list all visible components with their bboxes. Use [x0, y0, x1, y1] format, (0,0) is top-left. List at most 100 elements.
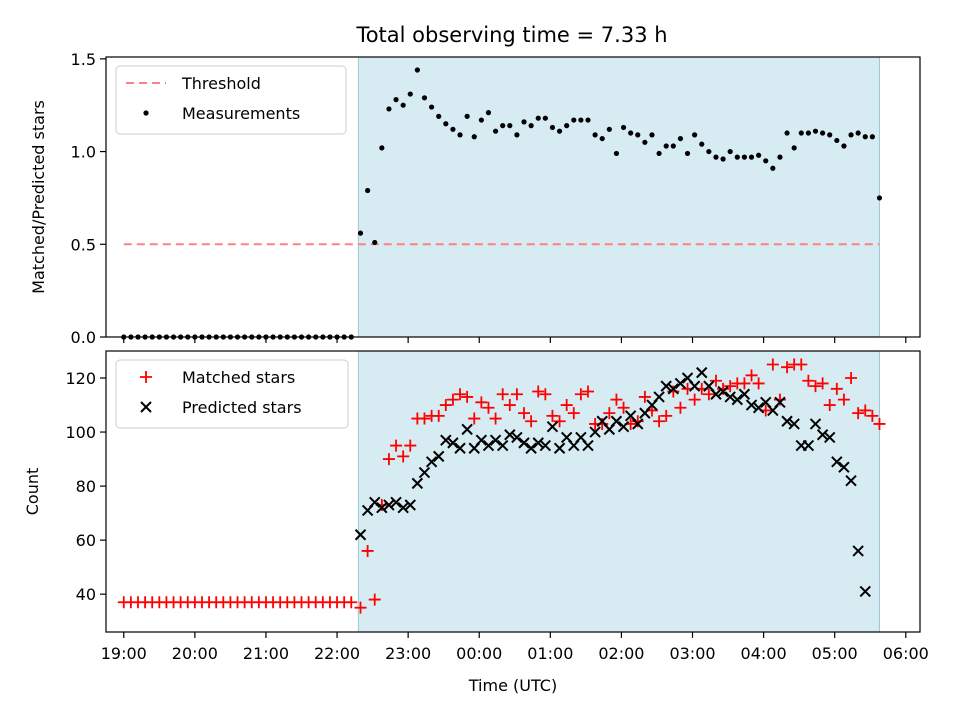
data-point — [592, 132, 598, 138]
data-point — [781, 415, 793, 427]
data-point — [404, 439, 417, 452]
top-panel: 0.0 0.5 1.0 1.5 Matched/Predicted stars Thres… — [29, 50, 921, 347]
data-point — [688, 393, 701, 406]
data-point — [812, 128, 819, 134]
data-point — [632, 418, 644, 430]
data-point — [518, 437, 530, 449]
data-point — [546, 420, 559, 433]
data-point — [869, 134, 875, 140]
data-point — [433, 450, 445, 463]
data-point — [638, 390, 651, 403]
axes-frame — [105, 350, 921, 633]
x-tick-label: 00:00 — [456, 644, 502, 663]
data-point — [496, 388, 509, 401]
data-point — [553, 415, 566, 428]
data-point — [468, 412, 481, 425]
data-point — [866, 409, 879, 422]
data-point — [571, 117, 577, 123]
data-point — [831, 456, 843, 468]
data-point — [418, 466, 431, 479]
data-point — [653, 415, 666, 428]
data-point — [660, 409, 673, 422]
data-point — [688, 380, 701, 392]
data-point — [848, 132, 854, 138]
data-point — [610, 393, 623, 406]
data-point — [461, 423, 473, 436]
data-point — [677, 135, 684, 142]
legend-box — [115, 65, 347, 135]
data-point — [674, 377, 687, 390]
data-point — [713, 154, 719, 160]
data-point — [620, 124, 627, 131]
legend-box — [115, 359, 349, 429]
series-matched-stars — [117, 358, 886, 614]
data-point — [475, 434, 488, 446]
data-point — [830, 382, 843, 395]
data-point — [684, 150, 691, 157]
data-point — [361, 544, 374, 557]
data-point — [599, 135, 605, 142]
data-point — [855, 130, 861, 136]
x-tick-label: 23:00 — [385, 644, 431, 663]
data-point — [748, 154, 755, 160]
data-point — [710, 388, 722, 400]
y-tick-label: 60 — [76, 531, 96, 550]
data-point — [549, 124, 556, 131]
x-tick-label: 22:00 — [314, 644, 360, 663]
data-point — [859, 404, 872, 417]
data-point — [489, 434, 502, 446]
data-point — [393, 97, 399, 103]
data-point — [862, 134, 868, 140]
data-point — [717, 385, 729, 398]
data-point — [354, 529, 367, 541]
data-point — [745, 399, 758, 411]
data-point — [454, 442, 466, 454]
data-point — [610, 415, 623, 427]
data-point — [411, 477, 424, 490]
data-point — [756, 152, 762, 158]
data-point — [617, 401, 630, 414]
observing-window-shading — [357, 350, 880, 633]
x-tick-label: 21:00 — [243, 644, 289, 663]
data-point — [873, 417, 886, 430]
data-point — [699, 141, 705, 147]
y-tick-label: 80 — [76, 477, 96, 496]
data-point — [407, 91, 413, 97]
data-point — [489, 412, 502, 425]
data-point — [518, 407, 531, 420]
data-point — [496, 439, 509, 452]
data-point — [837, 393, 850, 406]
data-point — [613, 150, 620, 157]
y-tick-label: 100 — [65, 423, 96, 442]
data-point — [724, 380, 737, 393]
data-point — [582, 385, 595, 398]
data-point — [809, 380, 822, 393]
data-point — [421, 95, 428, 101]
data-point — [471, 134, 477, 140]
legend-label: Predicted stars — [182, 398, 302, 417]
data-point — [382, 453, 395, 466]
data-point — [397, 450, 410, 463]
x-tick-label: 05:00 — [812, 644, 858, 663]
series-predicted-stars — [354, 366, 871, 598]
data-point — [603, 407, 616, 420]
data-point — [454, 388, 467, 401]
data-point — [478, 117, 484, 123]
data-point — [567, 407, 580, 420]
data-point — [539, 388, 552, 401]
data-point — [521, 119, 527, 125]
data-point — [617, 420, 630, 433]
axes-frame — [105, 56, 921, 338]
data-point — [368, 593, 381, 606]
legend-marker — [143, 110, 149, 116]
data-point — [418, 412, 431, 425]
data-point — [724, 391, 736, 403]
data-point — [475, 396, 488, 409]
data-point — [766, 358, 779, 371]
y-tick-label: 40 — [76, 585, 96, 604]
data-point — [447, 437, 459, 449]
data-point — [383, 499, 395, 511]
data-point — [546, 409, 559, 422]
data-point — [834, 137, 840, 144]
data-point — [574, 388, 587, 401]
